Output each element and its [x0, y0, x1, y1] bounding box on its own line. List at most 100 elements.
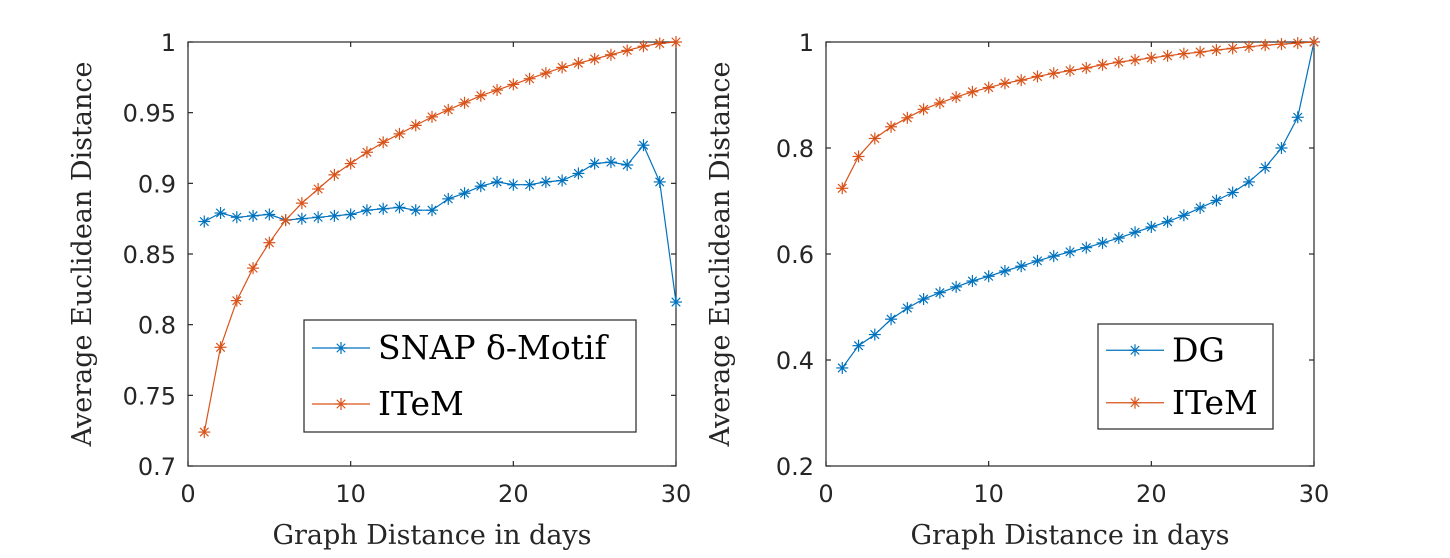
x-tick-label: 10 [973, 480, 1004, 508]
data-point [474, 89, 487, 102]
data-point [247, 262, 260, 275]
data-point [377, 136, 390, 149]
data-point [1145, 51, 1158, 64]
data-point [198, 215, 211, 228]
data-point [621, 158, 634, 171]
data-point [1226, 42, 1239, 55]
data-point [295, 212, 308, 225]
data-point [507, 178, 520, 191]
data-point [214, 207, 227, 220]
series-0 [198, 139, 682, 309]
x-axis-label: Graph Distance in days [272, 520, 591, 551]
data-point [556, 174, 569, 187]
legend-label: ITeM [1172, 383, 1258, 422]
data-point [1161, 49, 1174, 62]
data-point [1275, 142, 1288, 154]
data-point [588, 157, 601, 170]
data-point [1129, 54, 1142, 67]
data-point [344, 208, 357, 221]
data-point [1096, 236, 1109, 249]
data-point [572, 57, 585, 70]
data-point [214, 341, 227, 354]
data-point [670, 296, 682, 309]
data-point [917, 103, 930, 116]
y-tick-label: 0.95 [123, 100, 176, 128]
data-point [588, 52, 601, 65]
data-point [523, 72, 536, 85]
data-point [868, 328, 881, 341]
y-tick-label: 1 [799, 29, 814, 57]
data-point [409, 204, 422, 217]
x-tick-label: 20 [498, 480, 529, 508]
data-point [393, 201, 406, 214]
data-point [1210, 194, 1223, 207]
data-point [1275, 38, 1288, 51]
data-point [836, 182, 849, 195]
data-point [852, 339, 865, 352]
data-point [1194, 201, 1207, 214]
data-point [572, 167, 585, 180]
data-point [344, 157, 357, 170]
x-axis-label: Graph Distance in days [910, 520, 1229, 551]
data-point [836, 361, 849, 374]
legend-marker [335, 398, 347, 410]
x-tick-label: 30 [1299, 480, 1330, 508]
data-point [637, 40, 650, 53]
data-point [312, 211, 325, 224]
data-point [1080, 241, 1093, 254]
data-point [1129, 226, 1142, 239]
data-point [637, 139, 650, 152]
data-point [998, 264, 1011, 277]
data-point [1291, 37, 1304, 50]
data-point [491, 175, 504, 188]
data-point [1226, 186, 1239, 199]
data-point [1210, 43, 1223, 56]
data-point [507, 78, 520, 91]
data-point [442, 192, 455, 205]
data-point [360, 146, 373, 159]
data-point [263, 236, 276, 249]
data-point [458, 187, 471, 200]
data-point [1112, 56, 1125, 69]
data-point [279, 214, 292, 227]
data-point [1047, 67, 1060, 80]
series-line [841, 41, 1315, 189]
legend-label: SNAP δ-Motif [378, 328, 609, 367]
series-0 [836, 36, 1320, 374]
data-point [653, 175, 666, 188]
data-point [852, 150, 865, 163]
data-point [604, 156, 617, 169]
data-point [933, 96, 946, 109]
data-point [539, 175, 552, 188]
data-point [1031, 70, 1044, 83]
data-point [604, 48, 617, 61]
data-point [885, 313, 898, 326]
data-point [328, 209, 341, 222]
data-point [491, 84, 504, 97]
data-point [247, 209, 260, 222]
data-point [523, 178, 536, 191]
data-point [901, 111, 914, 124]
data-point [998, 77, 1011, 90]
data-point [1177, 47, 1190, 60]
data-point [539, 67, 552, 80]
legend-marker [335, 342, 347, 354]
data-point [230, 294, 243, 307]
y-tick-label: 1 [161, 29, 176, 57]
data-point [1145, 220, 1158, 233]
data-point [1291, 111, 1304, 124]
data-point [982, 81, 995, 94]
series-1 [198, 36, 682, 439]
data-point [917, 293, 930, 306]
y-tick-label: 0.7 [138, 453, 176, 481]
data-point [1015, 260, 1028, 273]
data-point [409, 119, 422, 132]
data-point [442, 103, 455, 116]
data-point [377, 202, 390, 215]
data-point [933, 286, 946, 299]
data-point [1242, 175, 1255, 188]
data-point [1242, 40, 1255, 53]
legend-box [303, 319, 637, 433]
x-tick-label: 0 [180, 480, 195, 508]
